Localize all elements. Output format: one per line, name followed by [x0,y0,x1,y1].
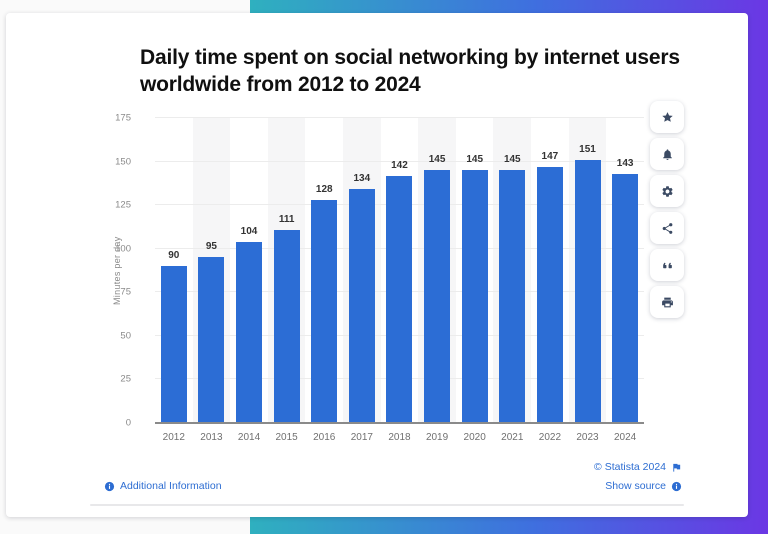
show-source-label: Show source [605,480,666,492]
plot-column: 143 2024 [606,118,644,443]
x-tick-label: 2023 [576,432,599,443]
share-button[interactable] [650,212,684,244]
bar-2022[interactable] [536,166,563,423]
footer-right: © Statista 2024 Show source [594,461,682,492]
plot-column: 104 2014 [230,118,268,443]
x-tick-label: 2014 [237,432,261,443]
x-tick-label: 2024 [613,432,637,443]
bell-icon [662,148,672,160]
bar-value-label: 147 [541,150,559,162]
y-tick-label: 175 [115,112,131,124]
widget-bottom-edge [90,504,684,506]
bar-2012[interactable] [160,266,187,423]
info-icon [104,481,115,491]
bar-2013[interactable] [198,257,225,423]
plot-column: 145 2019 [418,118,456,443]
additional-information-link[interactable]: Additional Information [104,480,222,492]
copyright-link[interactable]: © Statista 2024 [594,461,682,473]
printer-icon [661,297,673,307]
chart-title: Daily time spent on social networking by… [140,46,680,96]
x-tick-label: 2019 [425,432,449,443]
plot-column: 145 2020 [456,118,494,443]
y-tick-label: 100 [115,243,131,255]
additional-information-label: Additional Information [120,480,222,492]
bar-2017[interactable] [348,189,375,423]
y-tick-label: 75 [120,286,131,298]
plot-column: 95 2013 [192,118,231,443]
y-tick-label: 0 [125,417,131,429]
notification-button[interactable] [650,138,684,170]
statistic-card: Daily time spent on social networking by… [6,13,748,517]
x-tick-label: 2017 [350,432,373,443]
citation-button[interactable] [650,249,684,281]
x-tick-label: 2015 [275,432,298,443]
bar-2021[interactable] [499,170,526,423]
bar-2019[interactable] [424,170,451,423]
plot-column: 90 2012 [155,118,193,443]
star-icon [661,111,673,122]
y-tick-label: 125 [115,199,131,211]
bar-2020[interactable] [461,170,488,423]
bar-2015[interactable] [273,229,300,423]
x-tick-label: 2018 [388,432,411,443]
bar-value-label: 111 [278,213,295,225]
bar-value-label: 128 [315,183,333,195]
bar-value-label: 151 [579,143,596,155]
bar-value-label: 95 [205,241,217,253]
plot-column: 128 2016 [305,118,343,443]
bar-value-label: 90 [168,250,180,262]
show-source-link[interactable]: Show source [605,480,682,492]
y-axis-title: Minutes per day [112,236,122,305]
gridline [155,117,644,118]
x-tick-label: 2022 [538,432,562,443]
plot-column: 111 2015 [267,118,306,443]
copyright-label: © Statista 2024 [594,461,666,473]
bar-2016[interactable] [311,199,338,423]
y-tick-label: 25 [120,373,131,385]
plot-column: 142 2018 [381,118,419,443]
print-button[interactable] [650,286,684,318]
bar-value-label: 145 [428,154,446,166]
bar-2014[interactable] [236,241,263,423]
plot-area: 90 2012 95 2013 104 2014 111 2015 128 2016 134 2017… [115,113,644,443]
x-tick-label: 2021 [501,432,524,443]
bar-value-label: 104 [240,225,258,237]
plot-column: 145 2021 [493,118,532,443]
bar-2024[interactable] [612,173,639,423]
bar-value-label: 142 [391,159,408,171]
x-axis-line [155,422,644,424]
bar-2018[interactable] [386,175,413,423]
bar-2023[interactable] [574,159,601,423]
bar-value-label: 145 [503,154,521,166]
bar-columns: 90 2012 95 2013 104 2014 111 2015 128 2016 134 2017… [155,118,644,443]
y-tick-label: 50 [120,330,131,342]
bar-value-label: 145 [466,154,484,166]
x-tick-label: 2016 [313,432,336,443]
side-toolbar [650,101,684,318]
x-tick-label: 2013 [200,432,223,443]
gridline [155,160,644,162]
flag-icon [673,463,681,472]
bar-value-label: 134 [353,173,371,185]
quote-icon [662,262,672,268]
share-icon [662,222,672,234]
x-tick-label: 2012 [162,432,185,443]
plot-column: 151 2023 [568,118,607,443]
plot-column: 134 2017 [343,118,381,443]
favorite-button[interactable] [650,101,684,133]
info-icon [671,481,682,491]
settings-button[interactable] [650,175,684,207]
bar-value-label: 143 [616,157,634,169]
gear-icon [661,185,673,197]
x-tick-label: 2020 [463,432,486,443]
plot-column: 147 2022 [531,118,569,443]
y-tick-label: 150 [115,156,131,168]
